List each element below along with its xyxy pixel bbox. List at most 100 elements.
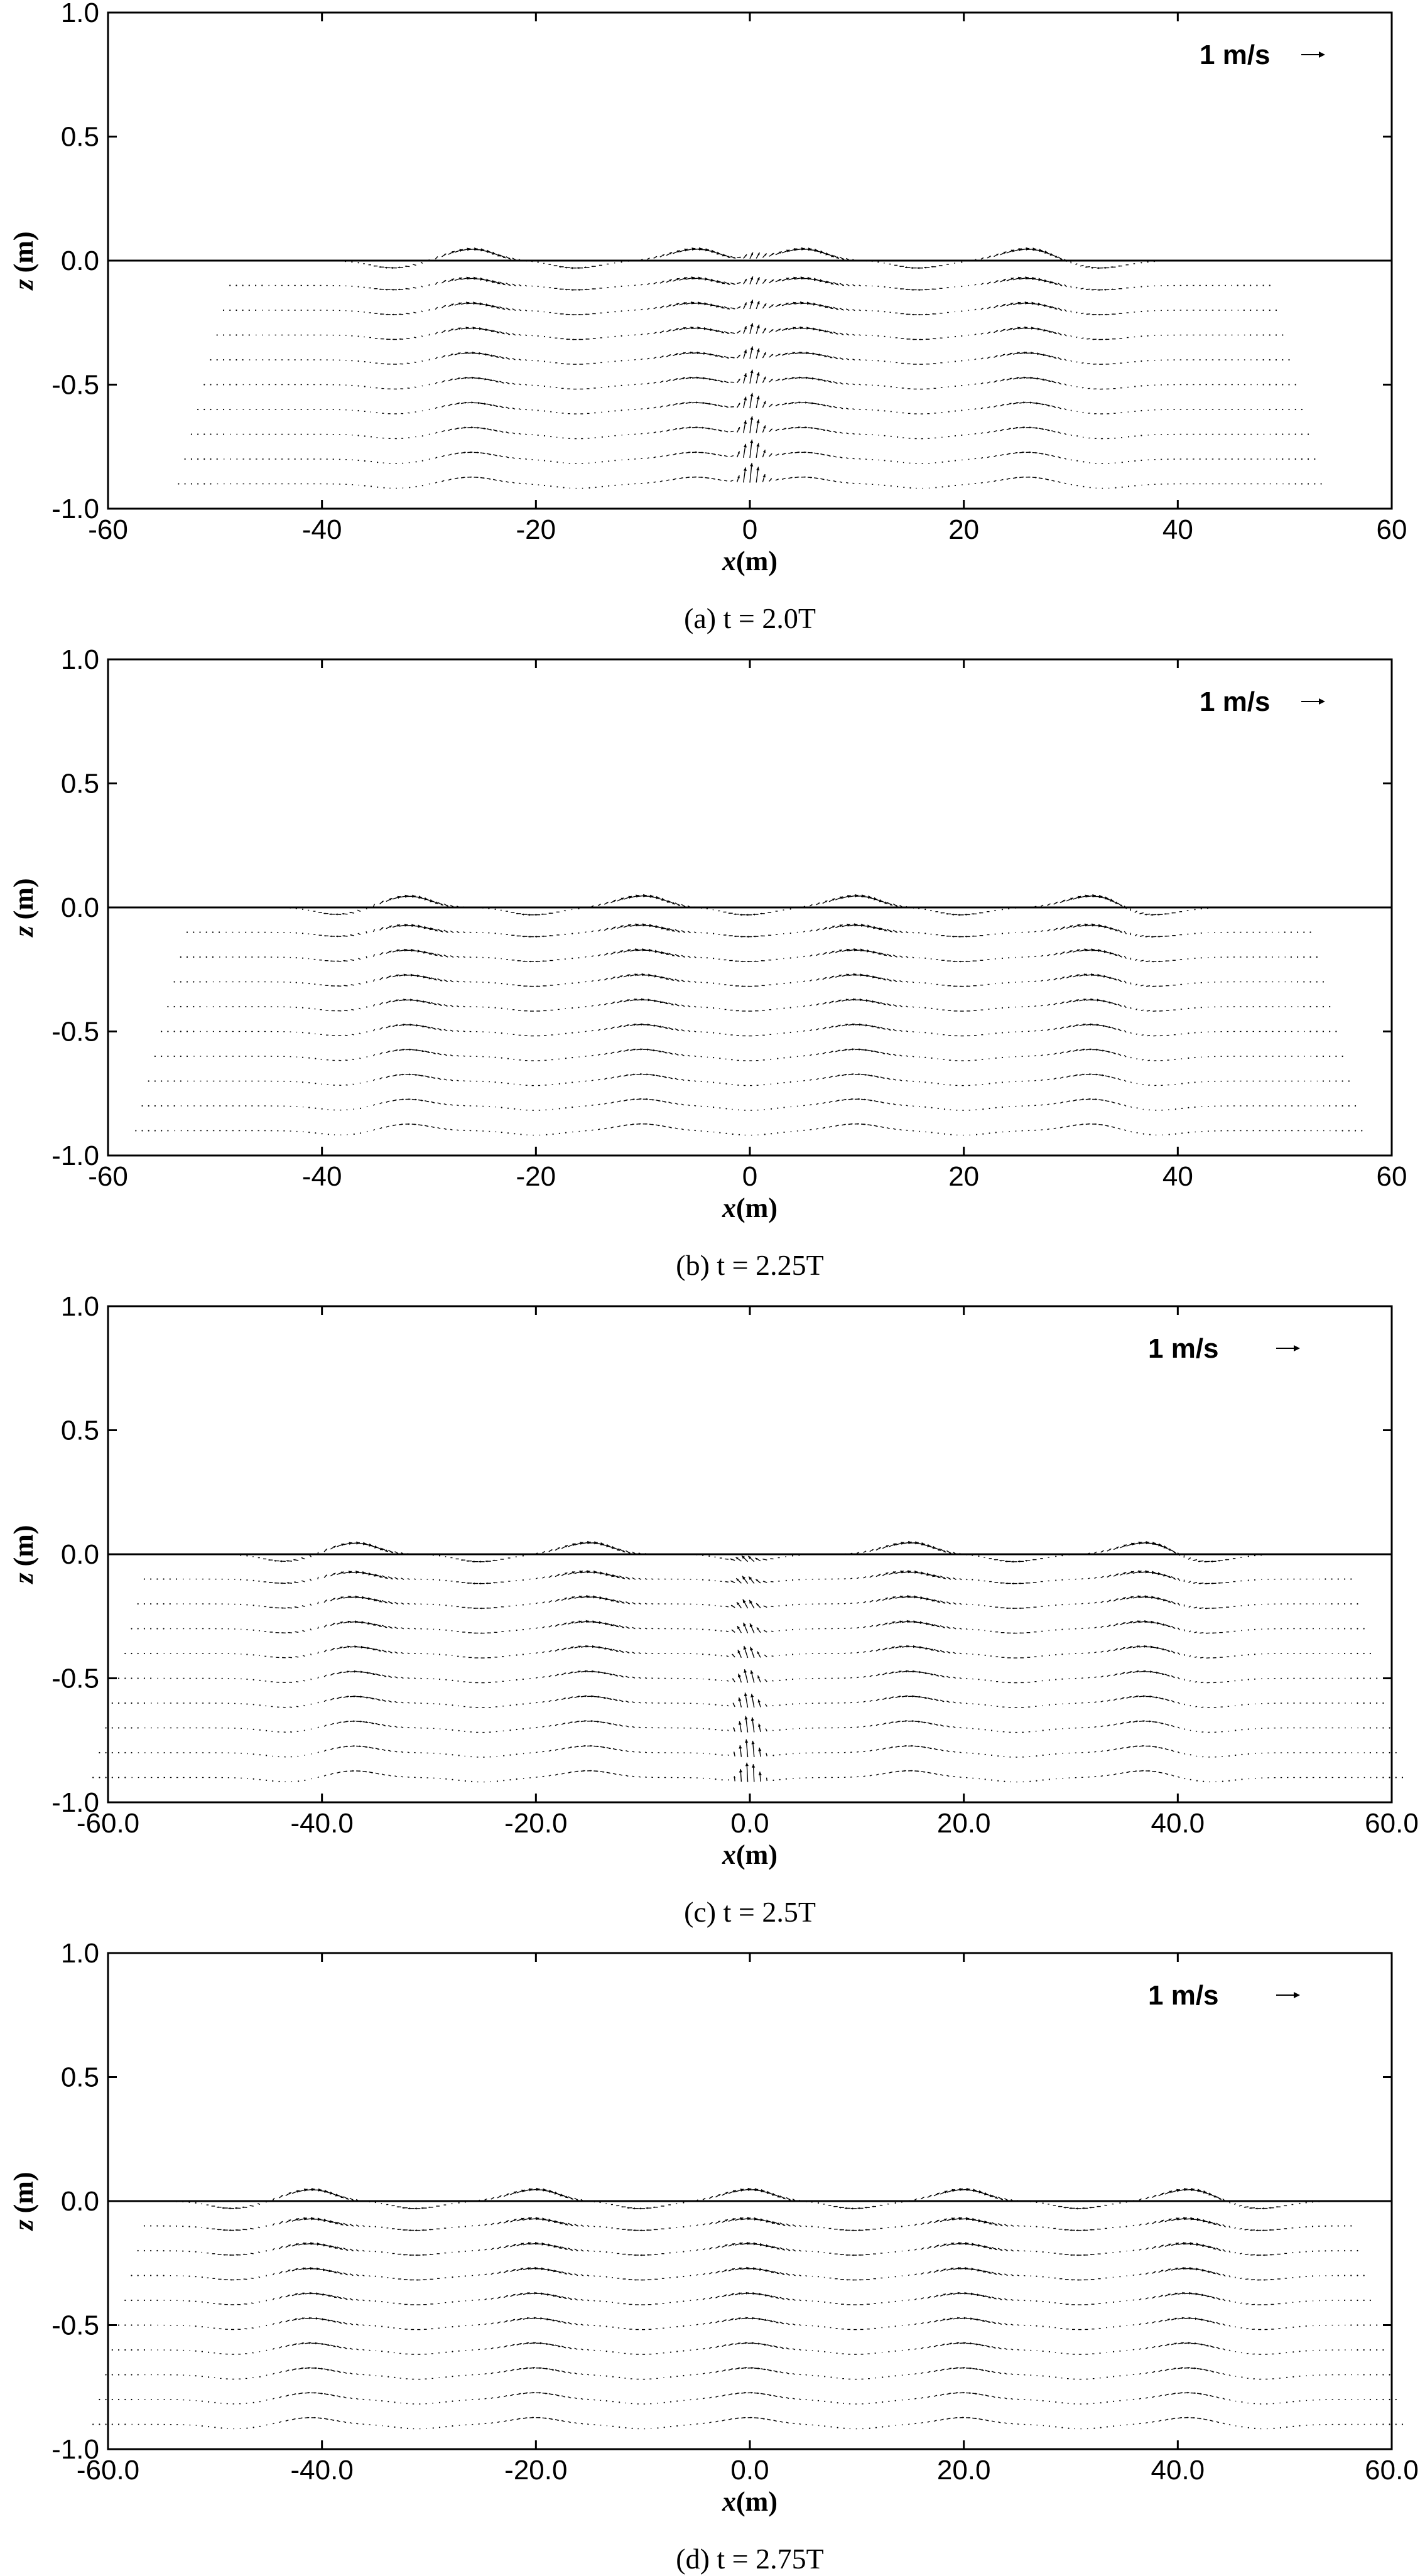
- velocity-vector: [1237, 284, 1238, 286]
- velocity-vector: [1194, 982, 1196, 984]
- velocity-vector-head: [639, 1123, 641, 1125]
- velocity-vector-head: [811, 452, 813, 454]
- velocity-vector-head: [995, 380, 997, 382]
- x-tick-label: -60: [88, 1161, 128, 1192]
- velocity-vector: [614, 360, 616, 362]
- velocity-vector: [906, 956, 909, 958]
- velocity-vector: [995, 1032, 997, 1034]
- velocity-vector: [719, 1058, 721, 1059]
- velocity-vector-head: [465, 327, 469, 330]
- velocity-vector-head: [859, 998, 863, 1002]
- velocity-vector-head: [1171, 912, 1173, 914]
- velocity-vector-head: [829, 430, 832, 432]
- velocity-vector: [448, 479, 452, 481]
- velocity-vector: [443, 1078, 447, 1081]
- velocity-vector-head: [842, 284, 844, 286]
- velocity-vector-head: [678, 930, 680, 933]
- velocity-vector: [1141, 385, 1142, 387]
- velocity-vector: [352, 1058, 355, 1061]
- velocity-vector-head: [451, 328, 453, 331]
- velocity-vector: [1066, 1125, 1070, 1128]
- velocity-vector: [216, 458, 218, 460]
- velocity-vector-head: [1041, 477, 1043, 479]
- velocity-vector: [965, 1554, 968, 1556]
- panel-caption: (c) t = 2.5T: [684, 1896, 816, 1928]
- velocity-vector-head: [708, 427, 711, 430]
- velocity-vector-head: [428, 1051, 430, 1053]
- velocity-vector-head: [1016, 377, 1019, 379]
- velocity-vector: [373, 1128, 376, 1131]
- velocity-vector-head: [715, 404, 717, 406]
- velocity-vector: [1361, 1130, 1363, 1132]
- velocity-vector: [647, 482, 649, 484]
- velocity-vector: [148, 1080, 149, 1082]
- velocity-vector-head: [508, 333, 510, 335]
- velocity-vector: [435, 357, 438, 360]
- velocity-vector-head: [396, 1024, 398, 1027]
- velocity-vector: [1124, 1080, 1127, 1082]
- velocity-vector-head: [1017, 352, 1020, 355]
- velocity-vector: [1127, 460, 1130, 463]
- velocity-vector-head: [818, 403, 820, 406]
- velocity-vector-head: [627, 974, 631, 977]
- velocity-vector-head: [738, 355, 740, 357]
- velocity-vector-head: [763, 425, 766, 429]
- velocity-vector: [937, 1083, 939, 1085]
- velocity-vector-head: [1015, 477, 1017, 479]
- velocity-vector: [506, 406, 510, 409]
- velocity-vector: [1174, 1133, 1176, 1135]
- velocity-vector: [954, 435, 956, 437]
- velocity-vector-head: [1056, 902, 1058, 904]
- velocity-vector-head: [836, 332, 838, 335]
- velocity-vector: [687, 931, 691, 934]
- velocity-vector-head: [1043, 378, 1046, 381]
- velocity-vector-head: [739, 330, 740, 332]
- velocity-vector: [601, 485, 604, 488]
- velocity-vector-head: [1120, 980, 1122, 982]
- velocity-vector-head: [415, 1074, 418, 1076]
- velocity-vector-head: [884, 953, 887, 956]
- velocity-vector: [169, 1578, 171, 1580]
- velocity-vector: [514, 1133, 516, 1135]
- velocity-vector: [783, 1131, 785, 1134]
- velocity-vector-head: [678, 904, 680, 906]
- velocity-vector: [877, 310, 879, 312]
- velocity-vector-head: [848, 259, 850, 261]
- velocity-vector-head: [1011, 278, 1014, 281]
- velocity-vector-head: [840, 896, 843, 899]
- velocity-vector: [1294, 433, 1296, 435]
- velocity-vector-head: [470, 476, 472, 478]
- velocity-vector-head: [466, 1560, 469, 1562]
- velocity-vector-head: [333, 1545, 336, 1548]
- velocity-vector: [706, 1031, 708, 1033]
- velocity-vector: [1341, 1130, 1343, 1132]
- velocity-vector-head: [696, 376, 700, 379]
- panel-b: -60 -40 -20 0 20 40 60-1.0-0.50.00.51.0x(m)z(m…: [8, 644, 1407, 1281]
- velocity-vector-head: [690, 376, 693, 379]
- velocity-vector: [640, 259, 643, 261]
- velocity-vector-head: [1120, 904, 1123, 907]
- velocity-vector-head: [1076, 999, 1080, 1002]
- velocity-vector-head: [403, 1024, 406, 1026]
- velocity-vector: [980, 482, 983, 484]
- velocity-vector: [924, 1032, 926, 1034]
- velocity-vector-head: [458, 377, 460, 380]
- velocity-vector-head: [918, 313, 920, 316]
- velocity-vector-head: [911, 289, 914, 291]
- velocity-vector: [222, 309, 225, 311]
- velocity-vector: [810, 1054, 812, 1056]
- velocity-vector: [197, 433, 199, 435]
- velocity-vector-head: [1055, 953, 1058, 955]
- velocity-vector: [608, 485, 610, 487]
- velocity-vector: [1188, 1032, 1189, 1034]
- velocity-vector-head: [635, 923, 639, 927]
- velocity-vector-head: [1075, 1124, 1077, 1126]
- velocity-vector-head: [620, 897, 624, 901]
- velocity-vector-head: [457, 427, 460, 430]
- velocity-vector: [401, 1552, 404, 1555]
- velocity-vector-head: [1042, 403, 1045, 406]
- velocity-vector: [608, 411, 610, 413]
- x-tick-label: -40.0: [291, 1808, 354, 1839]
- velocity-vector: [783, 982, 785, 985]
- x-axis-label: x(m): [722, 1193, 778, 1223]
